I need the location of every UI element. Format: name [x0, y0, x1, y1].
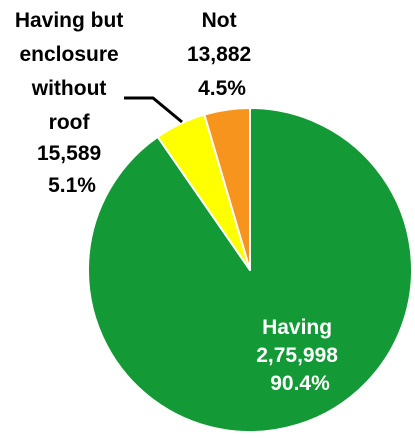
label-enclosure-percent: 5.1% [48, 174, 96, 197]
pie-slice-not [203, 107, 251, 271]
label-having-percent: 90.4% [270, 372, 330, 395]
label-not-name: Not [202, 9, 237, 32]
label-having: Having 2,75,998 90.4% [256, 316, 344, 395]
label-having-but-enclosure: Having but enclosure without roof 15,589… [15, 9, 129, 197]
label-enclosure-line4: roof [49, 111, 91, 134]
label-enclosure-line2: enclosure [19, 43, 118, 66]
pie-slice-having [87, 107, 413, 433]
label-having-value: 2,75,998 [256, 344, 338, 367]
label-enclosure-value: 15,589 [37, 142, 101, 165]
label-enclosure-line1: Having but [15, 9, 124, 32]
pie-slices [87, 107, 413, 433]
label-not-value: 13,882 [187, 43, 251, 66]
leader-line [124, 96, 183, 124]
label-having-name: Having [262, 316, 332, 339]
label-enclosure-line3: without [31, 77, 107, 100]
label-not: Not 13,882 4.5% [187, 9, 257, 100]
label-not-percent: 4.5% [198, 77, 246, 100]
